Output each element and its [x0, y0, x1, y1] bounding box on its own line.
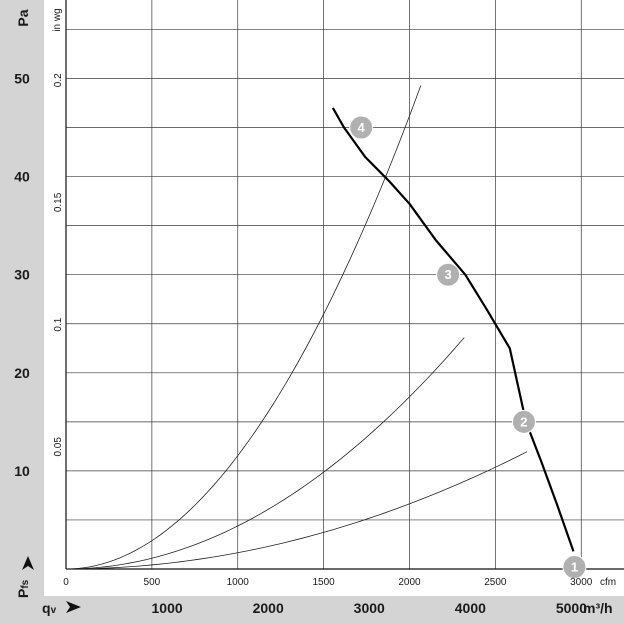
operating-points: 1 2 3 4: [349, 115, 587, 580]
cfm-tick-label: 500: [144, 577, 161, 588]
pa-tick-label: 10: [14, 463, 30, 479]
m3h-axis-label: m³/h: [583, 600, 613, 616]
system-curve-line: [65, 85, 422, 570]
operating-point-label: 1: [571, 560, 578, 575]
system-curve-line: [65, 451, 528, 570]
operating-point-marker: [436, 262, 461, 287]
inwg-tick-label: 0.05: [53, 437, 64, 457]
pa-tick-labels: 10 20 30 40 50: [14, 70, 30, 478]
cfm-tick-label: 2500: [484, 577, 507, 588]
inwg-tick-label: 0.1: [53, 317, 64, 331]
cfm-tick-label: 1500: [312, 577, 335, 588]
cfm-tick-label: 0: [63, 577, 69, 588]
inwg-tick-label: 0.2: [53, 73, 64, 87]
left-axis-band: [0, 0, 44, 598]
pa-axis-label: Pa: [15, 9, 31, 26]
inwg-tick-label: 0.15: [53, 192, 64, 212]
bottom-axis-band: [0, 596, 624, 624]
m3h-tick-labels: 1000 2000 3000 4000 5000: [152, 600, 588, 616]
m3h-tick-label: 2000: [253, 600, 284, 616]
pfs-axis-label: Pfs: [15, 579, 31, 598]
cfm-axis-label: cfm: [600, 577, 616, 588]
operating-point-label: 4: [358, 120, 366, 135]
inwg-tick-labels: 0.05 0.1 0.15 0.2: [53, 73, 64, 457]
qv-arrow-icon: [66, 601, 81, 613]
grid: [66, 0, 624, 569]
operating-point-label: 3: [444, 267, 451, 282]
m3h-tick-label: 5000: [556, 600, 587, 616]
m3h-tick-label: 1000: [152, 600, 183, 616]
cfm-tick-label: 1000: [227, 577, 250, 588]
m3h-tick-label: 3000: [354, 600, 385, 616]
fan-curve-line: [331, 107, 575, 552]
inwg-axis-label: in wg: [52, 8, 63, 31]
pa-tick-label: 40: [14, 169, 30, 185]
cfm-tick-label: 2000: [398, 577, 421, 588]
cfm-tick-labels: 0 500 1000 1500 2000 2500 3000: [63, 577, 593, 588]
operating-point-marker: [349, 115, 374, 140]
system-curve-line: [65, 337, 465, 570]
pa-tick-label: 20: [14, 365, 30, 381]
operating-point-marker: [562, 555, 587, 580]
cfm-tick-label: 3000: [570, 577, 593, 588]
qv-axis-label: qv: [42, 600, 57, 616]
pa-tick-label: 30: [14, 267, 30, 283]
pfs-arrow-icon: [22, 556, 34, 570]
operating-point-marker: [511, 409, 536, 434]
pa-tick-label: 50: [14, 70, 30, 86]
system-curves: [65, 85, 528, 570]
operating-point-label: 2: [520, 414, 527, 429]
m3h-tick-label: 4000: [455, 600, 486, 616]
